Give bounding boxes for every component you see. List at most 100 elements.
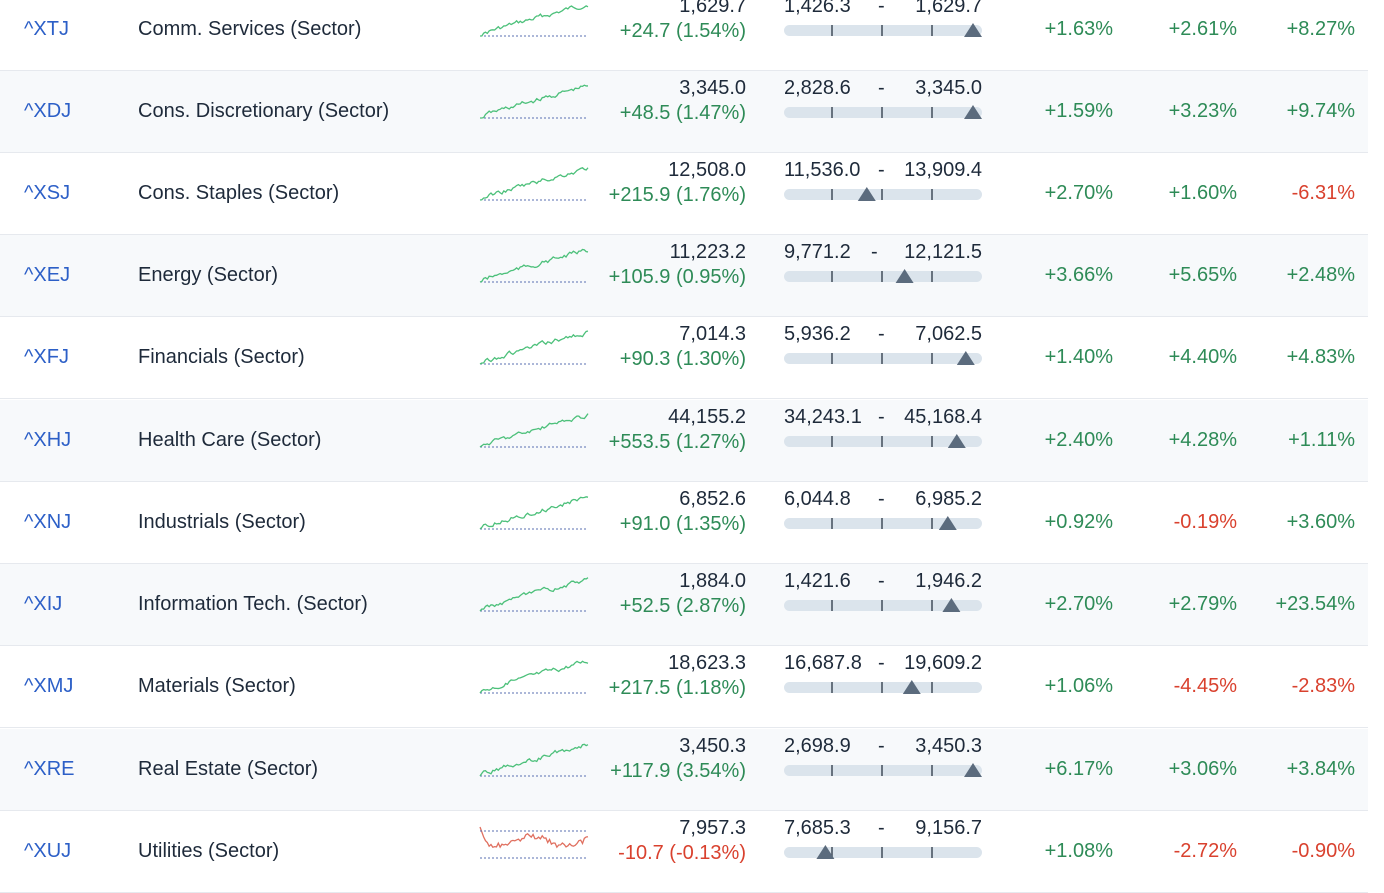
range-bar bbox=[784, 351, 982, 365]
sparkline-line bbox=[479, 743, 589, 777]
sparkline-up-icon[interactable] bbox=[478, 159, 590, 203]
performance-2: +3.06% bbox=[1168, 758, 1237, 780]
sparkline-up-icon[interactable] bbox=[478, 735, 590, 779]
symbol-link[interactable]: ^XSJ bbox=[24, 182, 71, 204]
table-row[interactable]: ^XDJ Cons. Discretionary (Sector) 3,345.… bbox=[0, 71, 1368, 153]
table-row[interactable]: ^XFJ Financials (Sector) 7,014.3 +90.3 (… bbox=[0, 317, 1368, 399]
performance-2: +3.23% bbox=[1168, 100, 1237, 122]
sector-name: Real Estate (Sector) bbox=[138, 758, 319, 780]
symbol-link[interactable]: ^XDJ bbox=[24, 100, 72, 122]
sparkline-up-icon[interactable] bbox=[478, 323, 590, 367]
last-price: 1,629.7 bbox=[679, 0, 746, 17]
sparkline-up-icon[interactable] bbox=[478, 488, 590, 532]
sparkline-up-icon[interactable] bbox=[478, 406, 590, 450]
range-low: 6,044.8 bbox=[784, 488, 851, 510]
range-separator: - bbox=[878, 570, 885, 592]
range-marker bbox=[964, 763, 982, 777]
sparkline-up-icon[interactable] bbox=[478, 570, 590, 614]
range-track bbox=[784, 271, 982, 282]
range-high: 12,121.5 bbox=[904, 241, 982, 263]
sector-name: Information Tech. (Sector) bbox=[138, 593, 368, 615]
sparkline-line bbox=[479, 248, 589, 283]
table-row[interactable]: ^XUJ Utilities (Sector) 7,957.3 -10.7 (-… bbox=[0, 811, 1368, 893]
symbol-link[interactable]: ^XFJ bbox=[24, 346, 69, 368]
symbol-link[interactable]: ^XHJ bbox=[24, 429, 72, 451]
price-change: +24.7 (1.54%) bbox=[619, 20, 746, 42]
range-separator: - bbox=[878, 406, 885, 428]
sparkline-line bbox=[480, 5, 589, 37]
table-row[interactable]: ^XIJ Information Tech. (Sector) 1,884.0 … bbox=[0, 564, 1368, 646]
last-price: 18,623.3 bbox=[668, 652, 746, 674]
performance-1: +2.70% bbox=[1044, 182, 1113, 204]
range-high: 7,062.5 bbox=[915, 323, 982, 345]
table-row[interactable]: ^XNJ Industrials (Sector) 6,852.6 +91.0 … bbox=[0, 482, 1368, 564]
range-marker bbox=[947, 434, 966, 448]
last-price: 11,223.2 bbox=[669, 241, 746, 263]
sparkline-line bbox=[479, 577, 589, 612]
range-separator: - bbox=[878, 488, 885, 510]
sector-name: Cons. Staples (Sector) bbox=[138, 182, 340, 204]
sparkline-mixed-icon[interactable] bbox=[478, 817, 590, 861]
symbol-link[interactable]: ^XTJ bbox=[24, 18, 69, 40]
range-separator: - bbox=[878, 652, 885, 674]
range-low: 5,936.2 bbox=[784, 323, 851, 345]
range-low: 11,536.0 bbox=[784, 159, 861, 181]
performance-2: +4.28% bbox=[1168, 429, 1237, 451]
price-change: +48.5 (1.47%) bbox=[619, 102, 746, 124]
sector-name: Industrials (Sector) bbox=[138, 511, 306, 533]
performance-2: +1.60% bbox=[1168, 182, 1237, 204]
range-marker bbox=[956, 351, 975, 365]
symbol-link[interactable]: ^XEJ bbox=[24, 264, 71, 286]
range-low: 2,828.6 bbox=[784, 77, 851, 99]
range-high: 9,156.7 bbox=[915, 817, 982, 839]
table-row[interactable]: ^XTJ Comm. Services (Sector) 1,629.7 +24… bbox=[0, 0, 1368, 71]
table-row[interactable]: ^XEJ Energy (Sector) 11,223.2 +105.9 (0.… bbox=[0, 235, 1368, 317]
performance-2: +5.65% bbox=[1168, 264, 1237, 286]
symbol-link[interactable]: ^XRE bbox=[24, 758, 75, 780]
performance-1: +1.40% bbox=[1044, 346, 1113, 368]
performance-1: +3.66% bbox=[1044, 264, 1113, 286]
price-change: +215.9 (1.76%) bbox=[608, 184, 746, 206]
range-low: 1,421.6 bbox=[784, 570, 851, 592]
sparkline-line bbox=[479, 330, 589, 365]
performance-2: -0.19% bbox=[1173, 511, 1237, 533]
performance-3: -0.90% bbox=[1291, 840, 1355, 862]
performance-3: +4.83% bbox=[1286, 346, 1355, 368]
range-separator: - bbox=[878, 0, 885, 17]
performance-2: -2.72% bbox=[1173, 840, 1237, 862]
sparkline-up-icon[interactable] bbox=[478, 77, 590, 121]
range-low: 2,698.9 bbox=[784, 735, 851, 757]
sparkline-up-icon[interactable] bbox=[478, 652, 590, 696]
range-marker bbox=[964, 105, 982, 119]
range-bar bbox=[784, 105, 982, 119]
price-change: +52.5 (2.87%) bbox=[619, 595, 746, 617]
symbol-link[interactable]: ^XNJ bbox=[24, 511, 72, 533]
symbol-link[interactable]: ^XUJ bbox=[24, 840, 72, 862]
symbol-link[interactable]: ^XIJ bbox=[24, 593, 63, 615]
range-bar bbox=[784, 680, 982, 694]
price-change: +117.9 (3.54%) bbox=[610, 760, 746, 782]
table-row[interactable]: ^XHJ Health Care (Sector) 44,155.2 +553.… bbox=[0, 400, 1368, 482]
range-high: 1,946.2 bbox=[915, 570, 982, 592]
symbol-link[interactable]: ^XMJ bbox=[24, 675, 74, 697]
performance-3: +23.54% bbox=[1275, 593, 1355, 615]
last-price: 7,014.3 bbox=[679, 323, 746, 345]
sector-name: Materials (Sector) bbox=[138, 675, 296, 697]
range-bar bbox=[784, 516, 982, 530]
table-row[interactable]: ^XRE Real Estate (Sector) 3,450.3 +117.9… bbox=[0, 729, 1368, 811]
range-bar bbox=[784, 187, 982, 201]
range-marker bbox=[942, 598, 961, 612]
sparkline-line bbox=[479, 660, 589, 694]
range-high: 3,345.0 bbox=[915, 77, 982, 99]
performance-2: +2.61% bbox=[1168, 18, 1237, 40]
sparkline-up-icon[interactable] bbox=[478, 0, 590, 39]
range-separator: - bbox=[878, 159, 885, 181]
table-row[interactable]: ^XMJ Materials (Sector) 18,623.3 +217.5 … bbox=[0, 646, 1368, 728]
sparkline-line bbox=[479, 413, 589, 448]
table-row[interactable]: ^XSJ Cons. Staples (Sector) 12,508.0 +21… bbox=[0, 153, 1368, 235]
performance-1: +6.17% bbox=[1044, 758, 1113, 780]
range-marker bbox=[895, 269, 914, 283]
range-bar bbox=[784, 269, 982, 283]
sparkline-up-icon[interactable] bbox=[478, 241, 590, 285]
range-track bbox=[784, 189, 982, 200]
